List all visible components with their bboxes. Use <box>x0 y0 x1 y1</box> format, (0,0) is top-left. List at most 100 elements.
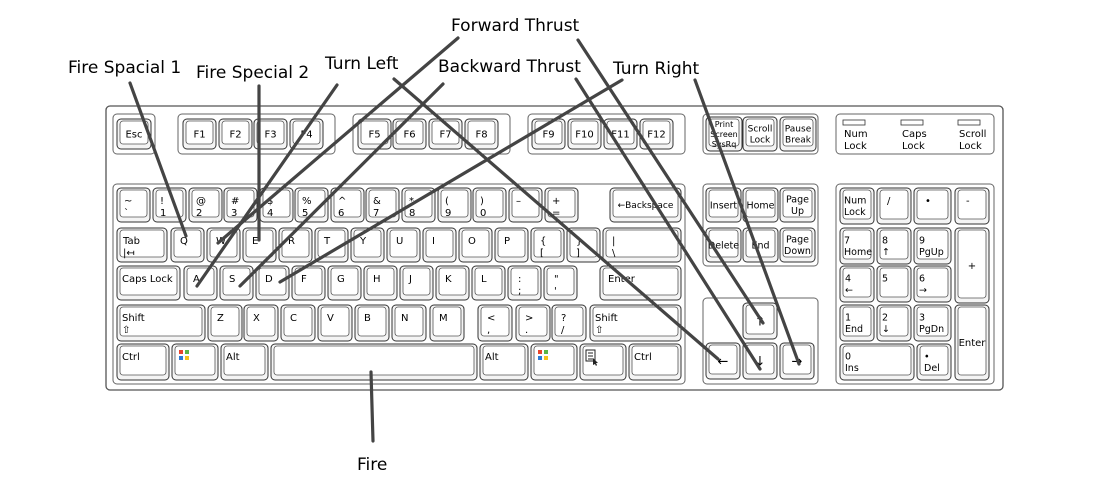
key-label: • <box>925 196 931 207</box>
key-shift-right: Shift⇧ <box>589 304 682 342</box>
key-label: 4 <box>845 274 851 285</box>
label-forward-thrust: Forward Thrust <box>451 16 580 36</box>
key-e: E <box>242 227 277 263</box>
key-f10: F10 <box>567 118 602 150</box>
key-label: } <box>576 236 582 247</box>
key-f: F <box>291 265 326 301</box>
key-label: D <box>265 274 273 285</box>
key-h: H <box>363 265 398 301</box>
key-enter: Enter <box>599 265 682 301</box>
key-label: G <box>337 274 345 285</box>
key-label: F1 <box>193 130 205 141</box>
key-numpad-minus: - <box>954 187 990 225</box>
indicator-label: Lock <box>959 141 982 152</box>
key-ctrl-right: Ctrl <box>628 343 682 381</box>
key-backspace: ←Backspace <box>609 187 682 223</box>
key-numpad-5: 5 <box>876 265 912 303</box>
key-label: " <box>554 274 559 285</box>
key-f3: F3 <box>253 118 288 150</box>
key-label: ] <box>576 248 580 259</box>
key-label: * <box>409 196 414 207</box>
key-label: Q <box>180 236 188 247</box>
key-label: A <box>193 274 200 285</box>
line-turn-right-b <box>693 78 801 366</box>
line-fire-special-1 <box>128 81 188 238</box>
key-insert: Insert <box>705 187 742 223</box>
key-label: | <box>612 236 615 247</box>
key-n: N <box>391 304 427 342</box>
indicator-label: Num <box>844 129 868 140</box>
key-label: : <box>518 274 521 285</box>
key-label: 8 <box>882 236 888 247</box>
key-open-bracket: {[ <box>530 227 565 263</box>
key-label: F12 <box>647 130 665 141</box>
key-label: Page <box>786 195 809 206</box>
key-number-row: $4 <box>259 187 294 223</box>
key-label: , <box>487 325 490 336</box>
key-label: 4 <box>267 208 273 219</box>
key-label: 7 <box>844 236 850 247</box>
indicator-label: Caps <box>902 129 927 140</box>
key-z: Z <box>207 304 243 342</box>
key-label: ↓ <box>755 355 766 370</box>
key-number-row: (9 <box>437 187 472 223</box>
key-comma: <, <box>477 304 513 342</box>
key-label: T <box>323 236 331 247</box>
key-label: ←Backspace <box>618 201 674 211</box>
key-label: Shift <box>122 313 145 324</box>
key-label: ; <box>518 286 521 297</box>
key-label: 6 <box>919 274 925 285</box>
key-label: { <box>540 236 546 247</box>
key-label: F <box>301 274 307 285</box>
key-number-row: += <box>544 187 579 223</box>
label-backward-thrust: Backward Thrust <box>438 57 581 77</box>
key-label: Pause <box>785 125 812 135</box>
line-backward-thrust-a <box>238 82 445 288</box>
key-label: Del <box>924 363 940 374</box>
indicator-light <box>957 119 981 126</box>
key-label: M <box>439 313 448 324</box>
key-label: H <box>373 274 381 285</box>
key-g: G <box>327 265 362 301</box>
key-label: @ <box>196 196 206 207</box>
key-label: 9 <box>445 208 451 219</box>
key-label: V <box>327 313 334 324</box>
key-label: ← <box>845 285 853 296</box>
key-label: ⇧ <box>595 325 603 336</box>
key-i: I <box>422 227 457 263</box>
key-numpad-4: 4← <box>839 265 875 303</box>
key-alt-left: Alt <box>220 343 269 381</box>
key-label: E <box>252 236 258 247</box>
key-esc: Esc <box>116 118 152 150</box>
key-label: ~ <box>124 196 132 207</box>
key-label: Scroll <box>748 125 773 135</box>
key-label: Up <box>791 206 804 217</box>
section-outlines <box>112 113 995 385</box>
key-label: 1 <box>845 313 851 324</box>
key-label: End <box>845 324 863 335</box>
key-f2: F2 <box>218 118 253 150</box>
key-numpad-decimal: •Del <box>916 343 952 381</box>
key-label: 2 <box>882 313 888 324</box>
indicator-label: Scroll <box>959 129 986 140</box>
key-label: . <box>525 325 528 336</box>
key-number-row: &7 <box>365 187 400 223</box>
line-turn-left-a <box>195 83 339 288</box>
key-label: Enter <box>959 338 987 349</box>
key-number-row: @2 <box>188 187 223 223</box>
key-numpad-multiply: • <box>913 187 952 225</box>
key-label: F10 <box>575 130 593 141</box>
key-label: Insert <box>710 200 738 211</box>
key-home: Home <box>742 187 779 223</box>
key-k: K <box>435 265 470 301</box>
key-label: F9 <box>542 130 554 141</box>
key-semicolon: :; <box>507 265 542 301</box>
key-label: |↤ <box>123 248 135 259</box>
key-label: F5 <box>368 130 380 141</box>
key-q: Q <box>170 227 205 263</box>
key-label: Num <box>844 196 866 207</box>
key-f1: F1 <box>182 118 217 150</box>
